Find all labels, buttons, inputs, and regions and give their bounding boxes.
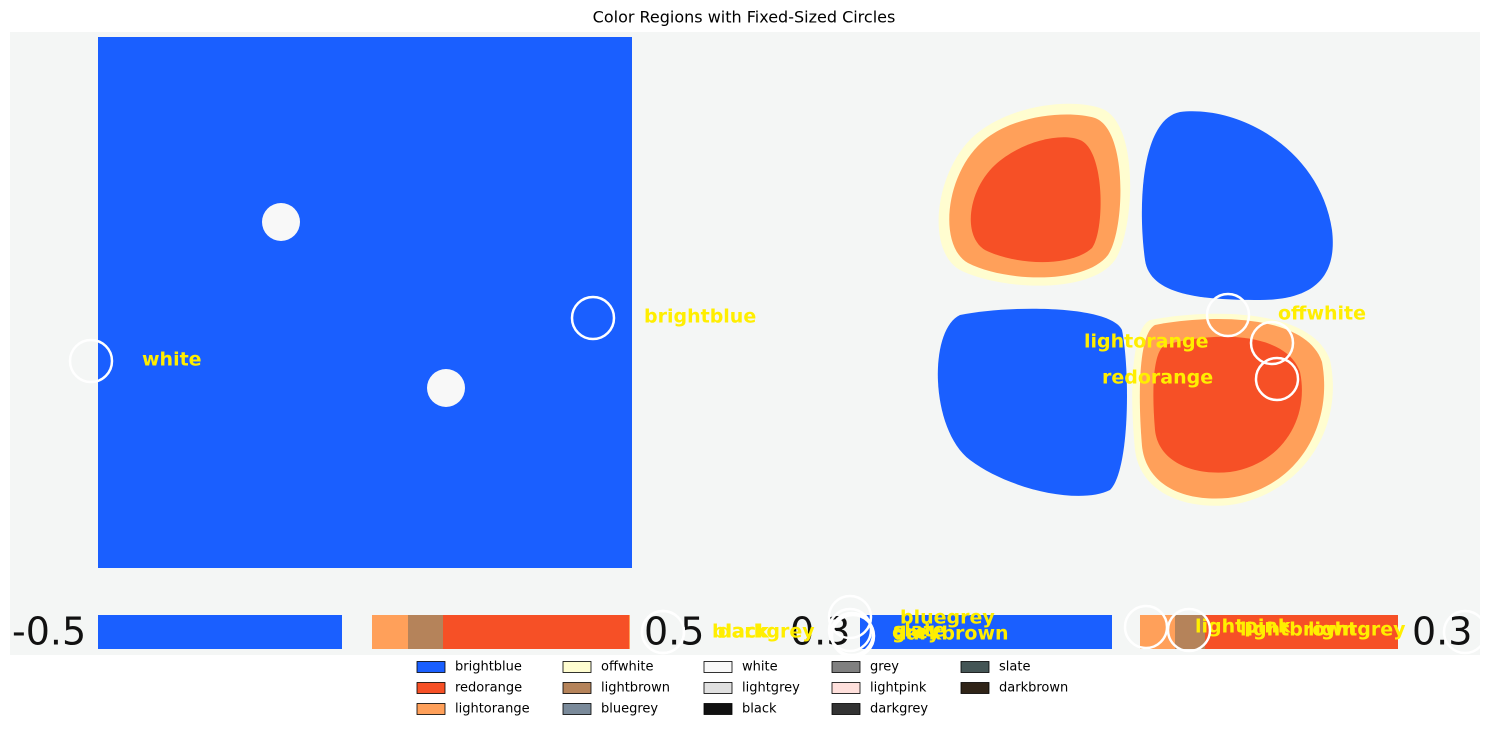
- legend-swatch: [562, 661, 592, 673]
- legend-swatch: [831, 682, 861, 694]
- image: -0.5 0.5 0.3 0.3: [10, 32, 1480, 655]
- legend-label: lightbrown: [601, 681, 670, 696]
- legend-swatch: [562, 682, 592, 694]
- annotation-label: brightblue: [644, 306, 756, 328]
- legend-swatch: [562, 703, 592, 715]
- image-text: 0.3: [1412, 610, 1472, 654]
- legend-label: slate: [999, 660, 1030, 675]
- marker-circle: [640, 609, 686, 655]
- image-text: -0.5: [12, 610, 86, 654]
- annotation-label: lightbrown: [1240, 619, 1356, 641]
- annotation-label: white: [142, 349, 202, 371]
- annotation-label: lightorange: [1084, 331, 1209, 353]
- legend-swatch: [703, 661, 733, 673]
- legend-swatch: [416, 703, 446, 715]
- marker-circle: [1205, 292, 1251, 338]
- marker-circle: [570, 295, 616, 341]
- annotation-label: darkgrey: [718, 621, 815, 643]
- marker-circle: [68, 338, 114, 384]
- legend-label: brightblue: [455, 660, 522, 675]
- annotation-label: lightgrey: [1308, 619, 1406, 641]
- legend-swatch: [831, 661, 861, 673]
- legend-swatch: [703, 682, 733, 694]
- legend-swatch: [703, 703, 733, 715]
- legend-label: darkgrey: [870, 702, 928, 717]
- image-text: 0.5: [644, 610, 704, 654]
- annotation-label: grey: [892, 622, 941, 644]
- annotation-label: redorange: [1102, 367, 1213, 389]
- annotations: brightblue white offwhite lightorange redora…: [68, 292, 1488, 659]
- legend-swatch: [416, 661, 446, 673]
- legend-label: white: [742, 660, 778, 675]
- legend-label: lightgrey: [742, 681, 800, 696]
- annotation-label: offwhite: [1278, 303, 1366, 325]
- marker-circle: [827, 607, 873, 653]
- legend: brightblue redorange lightorange offwhite li…: [405, 656, 1085, 722]
- annotation-label: bluegrey: [900, 607, 995, 629]
- annotation-label: lightpink: [1195, 616, 1291, 638]
- marker-circle: [1166, 607, 1212, 653]
- title: Color Regions with Fixed-Sized Circles: [593, 8, 896, 27]
- annotation-label: darkbrown: [893, 623, 1009, 645]
- marker-circle: [1442, 609, 1488, 655]
- legend-label: lightorange: [455, 702, 530, 717]
- legend-swatch: [960, 682, 990, 694]
- legend-label: lightpink: [870, 681, 927, 696]
- legend-swatch: [831, 703, 861, 715]
- legend-label: darkbrown: [999, 681, 1068, 696]
- annotation-label: black: [712, 621, 769, 643]
- legend-label: bluegrey: [601, 702, 658, 717]
- legend-label: grey: [870, 660, 899, 675]
- legend-label: offwhite: [601, 660, 654, 675]
- legend-label: black: [742, 702, 777, 717]
- marker-circle: [1249, 320, 1295, 366]
- legend-swatch: [416, 682, 446, 694]
- legend-swatch: [960, 661, 990, 673]
- marker-circle: [1254, 356, 1300, 402]
- annotation-label: slate: [893, 620, 946, 642]
- legend-label: redorange: [455, 681, 522, 696]
- marker-circle: [827, 594, 873, 640]
